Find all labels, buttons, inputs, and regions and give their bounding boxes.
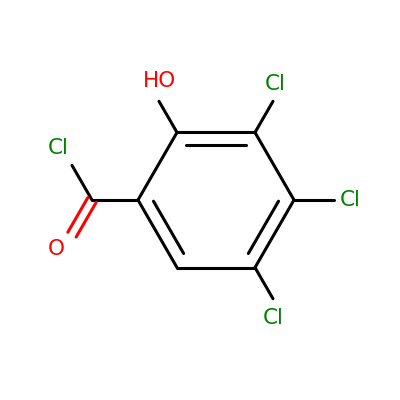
Text: Cl: Cl <box>264 74 286 94</box>
Text: O: O <box>48 240 65 260</box>
Text: Cl: Cl <box>48 138 69 158</box>
Text: HO: HO <box>142 71 176 91</box>
Text: Cl: Cl <box>262 308 284 328</box>
Text: Cl: Cl <box>340 190 361 210</box>
